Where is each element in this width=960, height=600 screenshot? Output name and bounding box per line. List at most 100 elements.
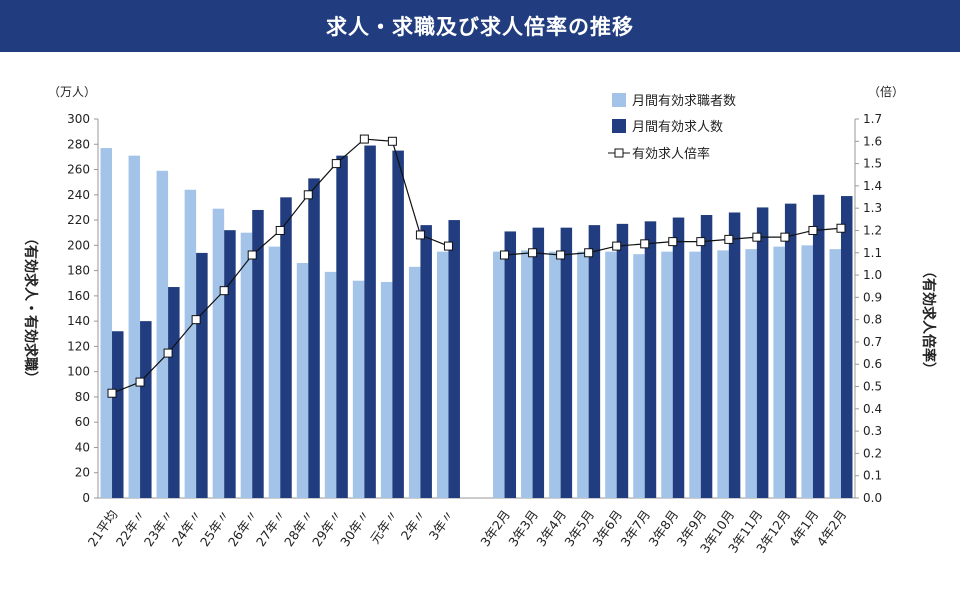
y-tick-label: 0 bbox=[82, 491, 90, 505]
bar-job-seekers bbox=[156, 170, 169, 498]
bar-job-offers bbox=[560, 227, 573, 498]
bar-job-offers bbox=[224, 230, 236, 498]
y2-tick-label: 1.7 bbox=[863, 112, 882, 126]
ratio-point bbox=[359, 134, 369, 144]
y-tick-label: 200 bbox=[67, 238, 90, 252]
bar-job-offers bbox=[840, 196, 853, 498]
bar-job-seekers bbox=[380, 281, 393, 498]
y2-tick-label: 1.3 bbox=[863, 201, 882, 215]
y2-tick-label: 0.6 bbox=[863, 357, 882, 371]
ratio-point bbox=[415, 230, 425, 240]
y2-tick-label: 0.8 bbox=[863, 313, 882, 327]
x-tick-label: 3年〃 bbox=[426, 507, 457, 543]
ratio-point bbox=[135, 377, 145, 387]
y-tick-label: 180 bbox=[67, 264, 90, 278]
legend-label: 月間有効求人数 bbox=[632, 120, 723, 135]
ratio-point bbox=[163, 348, 173, 358]
bar-job-seekers bbox=[829, 249, 841, 498]
ratio-point bbox=[500, 250, 510, 260]
y-axis-title: （有効求人・有効求職） bbox=[22, 231, 39, 385]
bar-job-offers bbox=[672, 217, 685, 499]
ratio-point bbox=[247, 250, 257, 260]
y2-tick-label: 0.9 bbox=[863, 290, 882, 304]
bar-job-seekers bbox=[436, 251, 449, 498]
ratio-point bbox=[808, 225, 818, 235]
bar-job-offers bbox=[252, 209, 264, 498]
bar-job-seekers bbox=[633, 254, 645, 498]
bar-job-offers bbox=[784, 203, 797, 499]
left-unit-label: （万人） bbox=[48, 85, 96, 99]
ratio-point bbox=[303, 190, 313, 200]
legend-label: 有効求人倍率 bbox=[632, 146, 710, 162]
ratio-point bbox=[275, 225, 285, 235]
bar-job-seekers bbox=[549, 251, 561, 498]
x-tick-label: 元年〃 bbox=[367, 507, 401, 546]
ratio-point bbox=[640, 239, 650, 249]
y-tick-label: 260 bbox=[67, 163, 90, 177]
y-tick-label: 280 bbox=[67, 137, 90, 151]
ratio-point bbox=[107, 388, 117, 398]
bar-job-seekers bbox=[100, 148, 113, 498]
bar-job-seekers bbox=[605, 251, 617, 498]
y2-axis-title: （有効求人倍率） bbox=[920, 264, 937, 376]
ratio-point bbox=[752, 232, 762, 242]
x-tick-label: 30年〃 bbox=[337, 507, 373, 549]
bar-job-offers bbox=[420, 225, 432, 498]
y2-tick-label: 1.2 bbox=[863, 223, 882, 237]
bar-job-seekers bbox=[577, 251, 589, 498]
legend-swatch-job-offers bbox=[612, 119, 626, 133]
legend-label: 月間有効求職者数 bbox=[632, 94, 736, 109]
bar-job-seekers bbox=[324, 271, 337, 498]
ratio-point bbox=[584, 248, 594, 258]
bar-job-seekers bbox=[689, 251, 701, 498]
ratio-point bbox=[219, 286, 229, 296]
y2-tick-label: 0.0 bbox=[863, 491, 882, 505]
y-tick-label: 240 bbox=[67, 188, 90, 202]
legend-swatch-job-seekers bbox=[612, 93, 626, 107]
ratio-point bbox=[724, 234, 734, 244]
y2-tick-label: 0.3 bbox=[863, 424, 882, 438]
y2-tick-label: 1.1 bbox=[863, 246, 882, 260]
y2-tick-label: 1.0 bbox=[863, 268, 882, 282]
bar-job-offers bbox=[392, 150, 404, 499]
bar-job-offers bbox=[168, 287, 180, 498]
y-tick-label: 300 bbox=[67, 112, 90, 126]
ratio-point bbox=[191, 315, 201, 325]
bar-job-offers bbox=[756, 207, 769, 498]
bar-job-seekers bbox=[745, 249, 757, 498]
bar-job-seekers bbox=[801, 245, 813, 498]
y2-tick-label: 0.2 bbox=[863, 446, 882, 460]
y-tick-label: 40 bbox=[75, 440, 90, 454]
y2-tick-label: 1.6 bbox=[863, 134, 882, 148]
bar-job-seekers bbox=[352, 280, 365, 498]
y-tick-label: 220 bbox=[67, 213, 90, 227]
right-unit-label: （倍） bbox=[868, 84, 904, 99]
y2-tick-label: 1.4 bbox=[863, 179, 882, 193]
y2-tick-label: 1.5 bbox=[863, 157, 882, 171]
ratio-point bbox=[612, 241, 622, 251]
bar-job-seekers bbox=[296, 263, 309, 498]
bar-job-seekers bbox=[184, 189, 197, 498]
ratio-point bbox=[387, 136, 397, 146]
y-tick-label: 140 bbox=[67, 314, 90, 328]
bar-job-seekers bbox=[128, 155, 141, 499]
bar-job-seekers bbox=[408, 266, 421, 498]
bar-job-offers bbox=[504, 231, 517, 499]
chart-title: 求人・求職及び求人倍率の推移 bbox=[0, 0, 960, 52]
ratio-point bbox=[780, 232, 790, 242]
legend-marker-ratio bbox=[614, 148, 624, 158]
y2-tick-label: 0.1 bbox=[863, 469, 882, 483]
bar-job-seekers bbox=[661, 251, 673, 498]
bar-job-seekers bbox=[212, 208, 225, 499]
bar-job-seekers bbox=[493, 251, 505, 498]
bar-job-seekers bbox=[521, 250, 533, 498]
y-tick-label: 120 bbox=[67, 339, 90, 353]
y-tick-label: 160 bbox=[67, 289, 90, 303]
ratio-point bbox=[668, 237, 678, 247]
x-tick-label: 2年〃 bbox=[398, 507, 429, 543]
y-tick-label: 80 bbox=[75, 390, 90, 404]
y-tick-label: 100 bbox=[67, 365, 90, 379]
y2-tick-label: 0.5 bbox=[863, 380, 882, 394]
bar-job-offers bbox=[112, 331, 124, 498]
